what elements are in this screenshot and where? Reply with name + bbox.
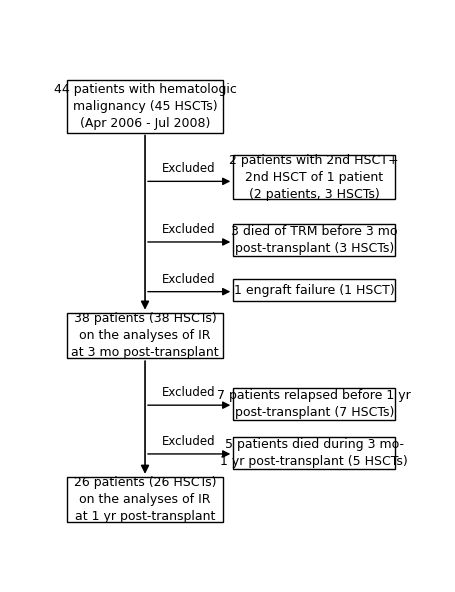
Text: 38 patients (38 HSCTs)
on the analyses of IR
at 3 mo post-transplant: 38 patients (38 HSCTs) on the analyses o… xyxy=(71,312,219,359)
Text: Excluded: Excluded xyxy=(162,162,216,175)
Text: 44 patients with hematologic
malignancy (45 HSCTs)
(Apr 2006 - Jul 2008): 44 patients with hematologic malignancy … xyxy=(54,83,237,130)
FancyBboxPatch shape xyxy=(233,279,395,301)
Text: 1 engraft failure (1 HSCT): 1 engraft failure (1 HSCT) xyxy=(234,284,394,297)
FancyBboxPatch shape xyxy=(67,477,222,522)
Text: 5 patients died during 3 mo-
1 yr post-transplant (5 HSCTs): 5 patients died during 3 mo- 1 yr post-t… xyxy=(220,438,408,468)
FancyBboxPatch shape xyxy=(233,155,395,199)
Text: 7 patients relapsed before 1 yr
post-transplant (7 HSCTs): 7 patients relapsed before 1 yr post-tra… xyxy=(217,389,411,419)
FancyBboxPatch shape xyxy=(67,80,222,133)
Text: Excluded: Excluded xyxy=(162,386,216,399)
Text: 3 died of TRM before 3 mo
post-transplant (3 HSCTs): 3 died of TRM before 3 mo post-transplan… xyxy=(231,225,398,255)
Text: Excluded: Excluded xyxy=(162,435,216,448)
FancyBboxPatch shape xyxy=(233,437,395,469)
Text: Excluded: Excluded xyxy=(162,223,216,236)
Text: 2 patients with 2nd HSCT+
2nd HSCT of 1 patient
(2 patients, 3 HSCTs): 2 patients with 2nd HSCT+ 2nd HSCT of 1 … xyxy=(229,153,399,201)
Text: 26 patients (26 HSCTs)
on the analyses of IR
at 1 yr post-transplant: 26 patients (26 HSCTs) on the analyses o… xyxy=(74,476,216,523)
FancyBboxPatch shape xyxy=(67,313,222,358)
FancyBboxPatch shape xyxy=(233,224,395,256)
Text: Excluded: Excluded xyxy=(162,273,216,286)
FancyBboxPatch shape xyxy=(233,388,395,420)
